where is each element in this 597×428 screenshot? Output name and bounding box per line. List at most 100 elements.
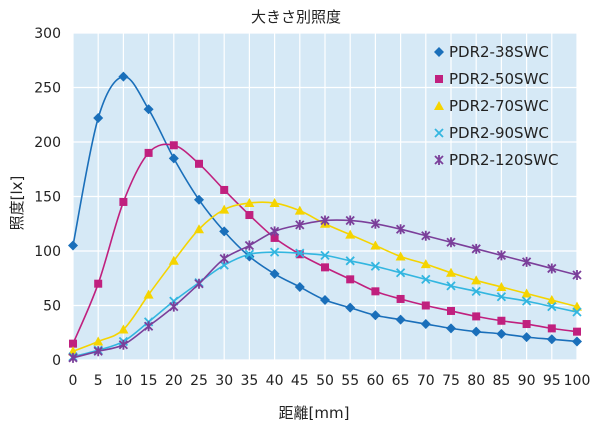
data-point-pdr2-38swc xyxy=(370,310,381,321)
data-point-pdr2-120swc xyxy=(169,301,179,312)
x-axis-label: 距離[mm] xyxy=(279,404,350,422)
y-tick-label: 300 xyxy=(34,26,61,42)
data-point-pdr2-50swc xyxy=(169,141,178,150)
y-tick-label: 200 xyxy=(34,135,61,151)
y-tick-label: 100 xyxy=(34,244,61,260)
data-point-pdr2-38swc xyxy=(546,334,557,345)
x-tick-label: 65 xyxy=(392,373,410,389)
y-axis-label: 照度[lx] xyxy=(8,176,26,231)
legend-marker-pdr2-38swc xyxy=(434,47,444,57)
data-point-pdr2-70swc xyxy=(294,205,305,215)
legend: PDR2-38SWC PDR2-50SWC PDR2-70SWC PDR2-90SWC… xyxy=(434,43,558,169)
data-point-pdr2-50swc xyxy=(220,185,229,194)
data-point-pdr2-120swc xyxy=(118,339,129,350)
data-point-pdr2-90swc xyxy=(446,281,456,291)
data-point-pdr2-70swc xyxy=(471,275,482,285)
data-point-pdr2-90swc xyxy=(421,274,431,284)
x-tick-label: 100 xyxy=(564,373,591,389)
data-point-pdr2-50swc xyxy=(195,159,203,168)
y-tick-label: 0 xyxy=(52,353,61,369)
x-tick-label: 5 xyxy=(94,373,103,389)
data-point-pdr2-120swc xyxy=(395,224,406,235)
legend-marker-pdr2-90swc xyxy=(434,128,444,138)
data-point-pdr2-70swc xyxy=(496,281,507,291)
data-point-pdr2-50swc xyxy=(522,320,531,329)
data-point-pdr2-50swc xyxy=(447,306,455,315)
data-point-pdr2-120swc xyxy=(572,269,582,280)
data-point-pdr2-50swc xyxy=(94,279,103,288)
chart-title: 大きさ別照度 xyxy=(251,8,341,26)
data-point-pdr2-90swc xyxy=(345,256,355,266)
x-tick-label: 20 xyxy=(165,373,183,389)
data-point-pdr2-120swc xyxy=(421,230,431,241)
data-point-pdr2-90swc xyxy=(521,296,532,306)
data-point-pdr2-120swc xyxy=(345,215,355,226)
data-point-pdr2-38swc xyxy=(345,302,356,313)
data-point-pdr2-70swc xyxy=(395,251,406,261)
series-pdr2-50swc xyxy=(69,141,581,348)
data-point-pdr2-38swc xyxy=(143,104,154,115)
data-point-pdr2-70swc xyxy=(244,198,255,208)
data-point-pdr2-90swc xyxy=(572,307,582,317)
data-point-pdr2-70swc xyxy=(143,289,154,299)
data-point-pdr2-38swc xyxy=(395,314,406,325)
data-point-pdr2-50swc xyxy=(69,339,77,348)
data-point-pdr2-120swc xyxy=(370,218,381,229)
data-point-pdr2-120swc xyxy=(295,219,305,230)
data-point-pdr2-70swc xyxy=(370,240,381,250)
data-point-pdr2-120swc xyxy=(320,215,330,226)
data-point-pdr2-70swc xyxy=(194,224,204,234)
data-point-pdr2-38swc xyxy=(496,328,507,339)
legend-item-pdr2-70swc: PDR2-70SWC xyxy=(434,97,549,115)
data-point-pdr2-120swc xyxy=(68,352,78,363)
data-point-pdr2-120swc xyxy=(194,278,204,289)
data-point-pdr2-38swc xyxy=(68,240,78,251)
legend-item-pdr2-120swc: PDR2-120SWC xyxy=(434,151,558,169)
data-point-pdr2-38swc xyxy=(471,326,482,337)
data-point-pdr2-50swc xyxy=(396,294,405,303)
data-point-pdr2-38swc xyxy=(118,71,129,82)
data-point-pdr2-38swc xyxy=(446,323,456,334)
data-point-pdr2-50swc xyxy=(346,275,355,284)
data-point-pdr2-50swc xyxy=(321,263,329,272)
y-tick-label: 50 xyxy=(43,299,61,315)
series-pdr2-120swc xyxy=(68,215,582,363)
data-point-pdr2-120swc xyxy=(93,346,103,357)
x-axis-ticks: 0 5 10 15 20 25 30 35 40 45 50 55 60 65 70 75 80 85 90 95 10… xyxy=(69,373,591,389)
data-point-pdr2-90swc xyxy=(244,249,255,259)
legend-label-pdr2-70swc: PDR2-70SWC xyxy=(449,97,549,115)
data-point-pdr2-90swc xyxy=(496,292,507,302)
legend-marker-pdr2-70swc xyxy=(434,101,444,110)
data-point-pdr2-70swc xyxy=(168,255,179,265)
data-point-pdr2-70swc xyxy=(420,259,431,269)
data-point-pdr2-50swc xyxy=(270,233,279,242)
data-point-pdr2-90swc xyxy=(471,286,481,296)
data-point-pdr2-90swc xyxy=(395,268,406,278)
x-tick-label: 35 xyxy=(240,373,258,389)
x-tick-label: 0 xyxy=(69,373,78,389)
data-point-pdr2-90swc xyxy=(370,261,381,271)
x-tick-label: 40 xyxy=(266,373,284,389)
data-point-pdr2-50swc xyxy=(144,148,153,157)
data-point-pdr2-50swc xyxy=(371,287,380,296)
data-point-pdr2-120swc xyxy=(219,253,229,264)
legend-label-pdr2-90swc: PDR2-90SWC xyxy=(449,124,549,142)
data-point-pdr2-38swc xyxy=(521,332,532,343)
data-point-pdr2-70swc xyxy=(219,204,230,214)
x-tick-label: 95 xyxy=(543,373,561,389)
series-group xyxy=(68,71,582,363)
x-tick-label: 80 xyxy=(467,373,485,389)
data-point-pdr2-70swc xyxy=(521,288,532,298)
data-point-pdr2-70swc xyxy=(93,336,104,346)
data-point-pdr2-38swc xyxy=(572,336,582,347)
x-tick-label: 15 xyxy=(140,373,158,389)
data-point-pdr2-38swc xyxy=(244,251,255,262)
y-axis-ticks: 0 50 100 150 200 250 300 xyxy=(34,26,61,369)
x-tick-label: 60 xyxy=(366,373,384,389)
y-tick-label: 150 xyxy=(34,190,61,206)
x-tick-label: 85 xyxy=(492,373,510,389)
data-point-pdr2-50swc xyxy=(497,316,506,325)
data-point-pdr2-38swc xyxy=(294,281,305,292)
data-point-pdr2-38swc xyxy=(194,194,204,205)
